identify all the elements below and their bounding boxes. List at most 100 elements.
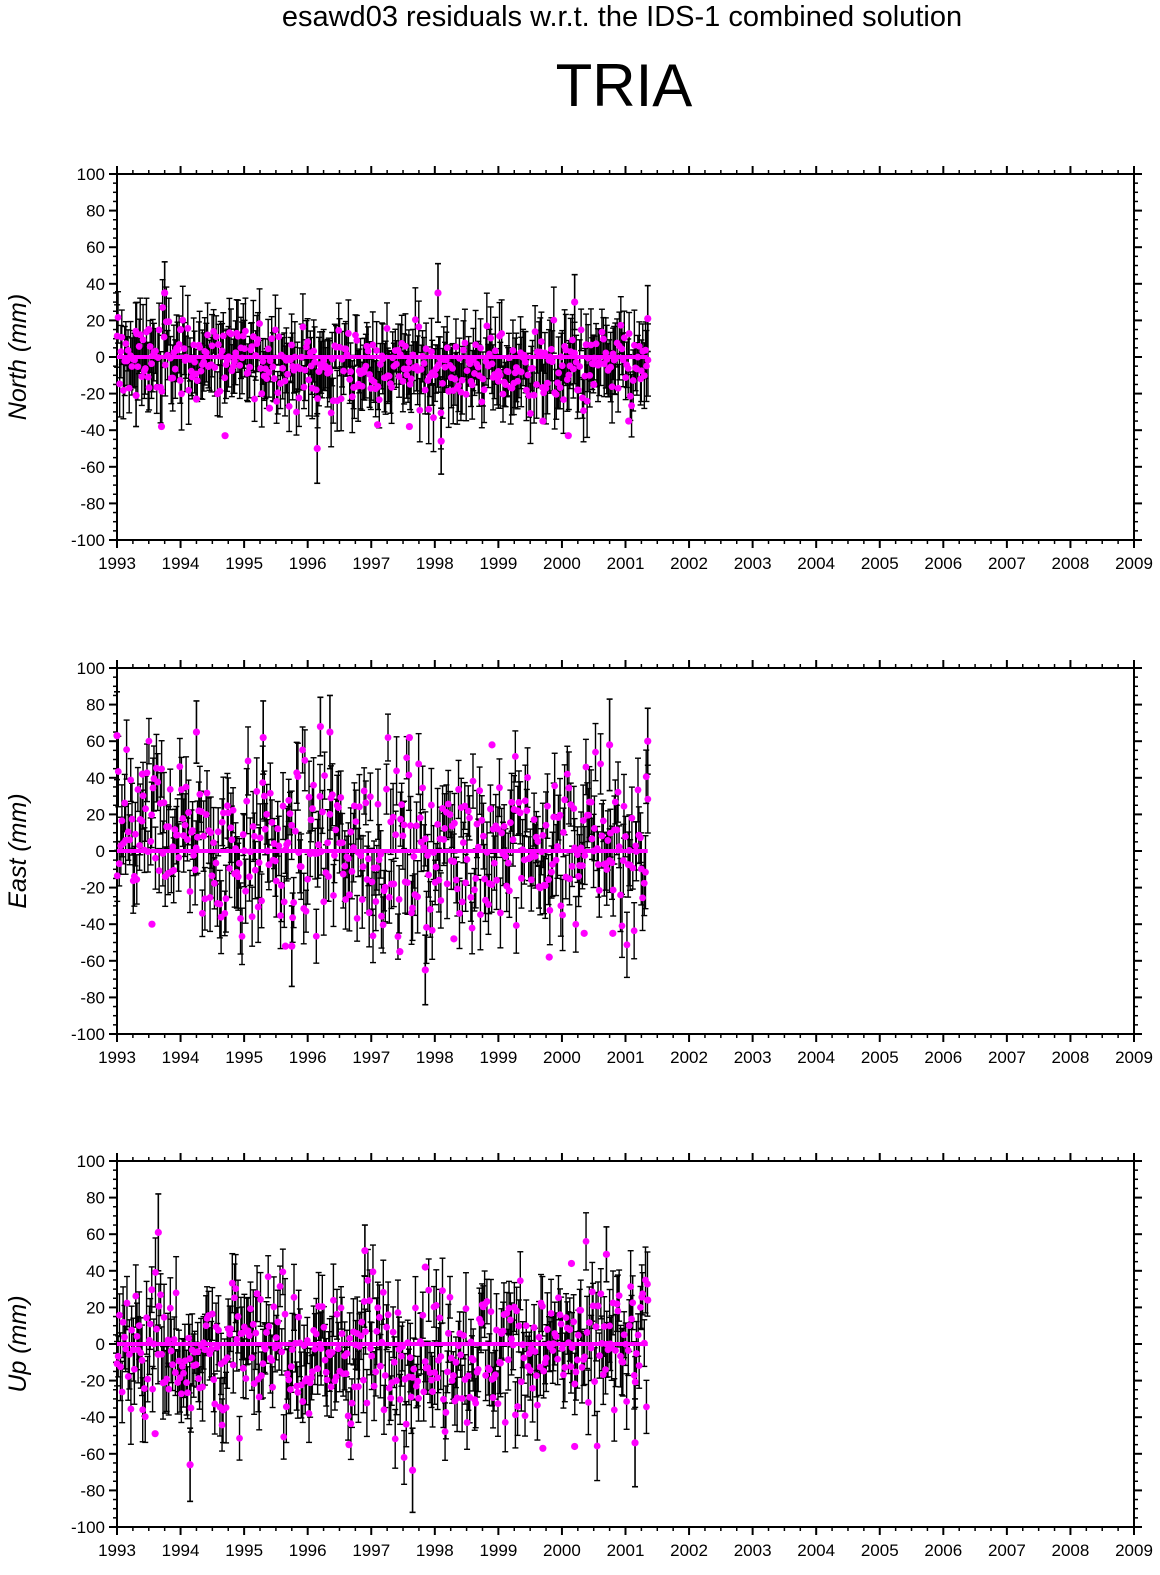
data-point xyxy=(284,370,291,378)
data-point xyxy=(461,339,469,347)
data-point xyxy=(238,932,246,940)
data-point xyxy=(165,318,173,326)
data-point xyxy=(415,323,423,331)
data-point xyxy=(274,389,282,397)
data-point xyxy=(189,827,196,834)
data-point xyxy=(219,332,227,340)
data-point xyxy=(614,384,622,392)
data-point xyxy=(592,748,599,756)
data-point xyxy=(514,377,522,385)
data-point xyxy=(242,327,249,335)
data-point xyxy=(581,852,589,859)
data-point xyxy=(637,367,645,375)
data-point xyxy=(437,897,445,904)
data-point xyxy=(407,822,414,829)
data-point xyxy=(476,787,484,795)
data-point xyxy=(424,851,431,859)
data-point xyxy=(179,815,187,822)
y-tick-label: -100 xyxy=(71,531,105,550)
data-point xyxy=(539,831,547,839)
data-point xyxy=(395,373,403,380)
data-point xyxy=(281,377,289,385)
data-point xyxy=(440,836,448,843)
data-point xyxy=(364,855,372,863)
data-point xyxy=(119,386,127,394)
data-point xyxy=(422,345,430,353)
data-point xyxy=(587,798,595,806)
data-point xyxy=(478,398,486,406)
data-point xyxy=(175,854,183,861)
data-point xyxy=(295,394,303,402)
data-point xyxy=(327,409,335,417)
data-point xyxy=(509,347,517,354)
y-tick-label: 100 xyxy=(77,659,105,678)
data-point xyxy=(261,825,269,833)
data-point xyxy=(357,852,365,860)
data-point xyxy=(608,859,616,867)
data-point xyxy=(223,802,231,810)
x-tick-label: 2008 xyxy=(1052,1048,1090,1067)
data-point xyxy=(201,895,209,903)
data-point xyxy=(226,864,233,872)
data-point xyxy=(138,817,146,825)
data-point xyxy=(184,836,191,843)
data-point xyxy=(263,375,271,382)
data-point xyxy=(259,733,267,742)
data-point xyxy=(628,402,635,410)
data-point xyxy=(421,835,429,843)
data-point xyxy=(270,375,278,382)
data-point xyxy=(546,906,554,914)
data-point xyxy=(405,358,413,366)
x-tick-label: 2006 xyxy=(924,554,962,573)
data-point xyxy=(463,367,471,375)
data-point xyxy=(145,737,153,745)
data-point xyxy=(518,874,525,882)
data-point xyxy=(428,926,436,934)
data-point xyxy=(474,363,482,371)
data-point xyxy=(426,906,434,913)
data-point xyxy=(185,809,192,816)
data-point xyxy=(259,779,267,786)
data-point xyxy=(118,333,126,341)
data-point xyxy=(451,819,458,827)
data-point xyxy=(178,390,185,398)
data-point xyxy=(614,788,622,796)
data-point xyxy=(497,909,504,917)
data-point xyxy=(446,811,454,818)
data-point xyxy=(122,340,130,348)
data-point xyxy=(416,406,424,414)
x-tick-label: 2009 xyxy=(1115,1048,1153,1067)
data-point xyxy=(511,753,519,760)
data-point xyxy=(502,381,509,388)
data-point xyxy=(285,402,293,410)
data-point xyxy=(564,432,572,440)
x-tick-label: 1999 xyxy=(479,1541,517,1560)
data-point xyxy=(406,380,414,388)
data-point xyxy=(583,397,591,405)
data-point xyxy=(559,829,567,836)
data-point xyxy=(384,734,392,741)
data-point xyxy=(392,360,400,368)
data-point xyxy=(413,822,420,830)
data-point xyxy=(123,357,131,365)
data-point xyxy=(193,377,201,385)
data-point xyxy=(435,361,443,368)
x-tick-label: 2004 xyxy=(797,1048,835,1067)
data-point xyxy=(265,861,273,869)
data-series xyxy=(113,261,652,485)
data-point xyxy=(399,832,407,840)
y-tick-label: -60 xyxy=(80,952,105,971)
data-point xyxy=(134,786,142,793)
panels-group: 100 80 60 40 20 0 -20 -40 -60 -80 -100 1993 1994 1995… xyxy=(4,165,1153,1560)
data-point xyxy=(258,390,266,398)
data-point xyxy=(568,862,576,870)
data-point xyxy=(211,879,218,887)
data-point xyxy=(498,330,506,337)
data-point xyxy=(571,349,578,357)
data-point xyxy=(202,349,210,357)
data-point xyxy=(301,756,309,764)
data-point xyxy=(202,811,210,818)
data-point xyxy=(192,728,201,736)
data-point xyxy=(125,384,133,392)
